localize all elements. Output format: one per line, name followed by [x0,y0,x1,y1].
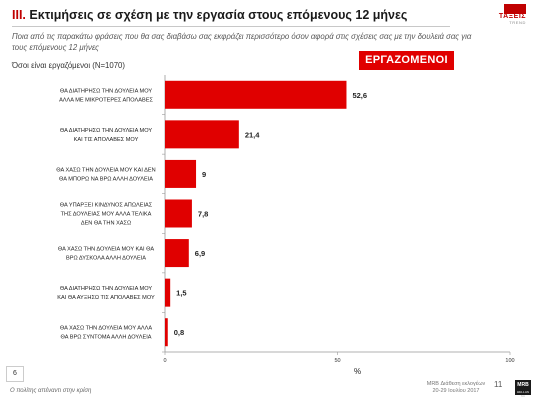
bar [165,318,168,347]
page-title: III. Εκτιμήσεις σε σχέση με την εργασία … [12,8,407,22]
logo-mark [504,4,526,14]
taxeis-logo: ΤΑΞΕΙΣ TREND [470,4,526,25]
segment-badge: ΕΡΓΑΖΟΜΕΝΟΙ [359,51,454,70]
title-divider [12,26,450,27]
bar [165,80,347,109]
title-text: Εκτιμήσεις σε σχέση με την εργασία στους… [29,8,408,22]
footer-source-line1: MRB Διάθεση εκλογέων [426,381,486,387]
bar [165,120,239,149]
value-label: 0,8 [174,328,184,337]
x-tick-label: 0 [163,358,166,364]
category-label: ΘΑ ΥΠΑΡΞΕΙ ΚΙΝΔΥΝΟΣ ΑΠΩΛΕΙΑΣ ΤΗΣ ΔΟΥΛΕΙΑΣ… [60,203,153,227]
value-label: 1,5 [176,289,186,298]
category-label: ΘΑ ΔΙΑΤΗΡΗΣΩ ΤΗΝ ΔΟΥΛΕΙΑ ΜΟΥ ΚΑΙ ΘΑ ΑΥΞΗΣ… [57,286,155,301]
bar [165,199,192,228]
category-label: ΘΑ ΧΑΣΩ ΤΗΝ ΔΟΥΛΕΙΑ ΜΟΥ ΚΑΙ ΔΕΝ ΘΑ ΜΠΟΡΩ … [56,167,155,182]
category-label: ΘΑ ΔΙΑΤΗΡΗΣΩ ΤΗΝ ΔΟΥΛΕΙΑ ΜΟΥ ΑΛΛΑ ΜΕ ΜΙΚΡ… [59,88,153,103]
footer-page-number: 11 [494,380,503,389]
category-label: ΘΑ ΔΙΑΤΗΡΗΣΩ ΤΗΝ ΔΟΥΛΕΙΑ ΜΟΥ ΚΑΙ ΤΙΣ ΑΠΟΛ… [60,128,153,143]
question-text: Ποια από τις παρακάτω φράσεις που θα σας… [12,32,472,52]
mrb-logo-subtext: HELLAS SA [517,390,529,398]
logo-subtext: TREND [509,20,526,25]
title-number: III. [12,8,26,22]
logo-text: ΤΑΞΕΙΣ [498,13,526,20]
value-label: 9 [202,170,206,179]
mrb-logo-text: MRB [517,382,529,388]
footer-source: MRB Διάθεση εκλογέων 20-29 Ιουλίου 2017 [414,381,498,395]
category-label: ΘΑ ΧΑΣΩ ΤΗΝ ΔΟΥΛΕΙΑ ΜΟΥ ΑΛΛΑ ΘΑ ΒΡΩ ΣΥΝΤΟ… [60,326,153,341]
category-label: ΘΑ ΧΑΣΩ ΤΗΝ ΔΟΥΛΕΙΑ ΜΟΥ ΚΑΙ ΘΑ ΒΡΩ ΔΥΣΚΟΛ… [58,247,154,262]
value-label: 21,4 [245,130,260,139]
footer-caption: Ο πολίτης απέναντι στην κρίση [10,388,92,394]
footer-source-line2: 20-29 Ιουλίου 2017 [432,388,480,394]
bar [165,239,189,268]
value-label: 6,9 [195,249,205,258]
mrb-logo: MRB HELLAS SA [515,380,531,398]
x-tick-label: 100 [505,358,514,364]
x-tick-label: 50 [334,358,340,364]
value-label: 52,6 [352,91,367,100]
bar [165,159,197,188]
base-text: Όσοι είναι εργαζόμενοι (N=1070) [12,61,125,70]
slide-number: 6 [6,366,24,382]
value-label: 7,8 [198,210,208,219]
bar [165,278,171,307]
x-axis-title: % [354,367,361,376]
